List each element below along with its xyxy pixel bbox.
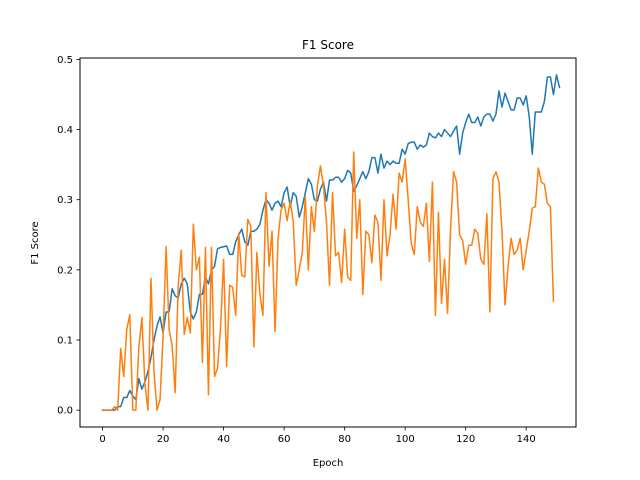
- x-tick-label: 60: [278, 434, 291, 445]
- x-tick-label: 0: [99, 434, 105, 445]
- y-axis-ticks: 0.0 0.1 0.2 0.3 0.4 0.5: [57, 55, 80, 417]
- x-tick-label: 40: [217, 434, 230, 445]
- y-tick-label: 0.2: [57, 265, 73, 276]
- x-tick-label: 20: [157, 434, 170, 445]
- x-tick-label: 80: [338, 434, 351, 445]
- x-axis-ticks: 0 20 40 60 80 100 120 140: [99, 427, 536, 445]
- x-tick-label: 140: [517, 434, 536, 445]
- x-axis-label: Epoch: [313, 458, 344, 469]
- y-tick-label: 0.1: [57, 336, 73, 347]
- y-axis-label: F1 Score: [30, 221, 41, 264]
- plot-content: [101, 74, 561, 411]
- series-line-1: [101, 74, 561, 411]
- x-tick-label: 100: [396, 434, 415, 445]
- series-line-2: [101, 151, 555, 411]
- axes: [79, 57, 577, 428]
- y-tick-label: 0.0: [57, 406, 73, 417]
- y-tick-label: 0.5: [57, 55, 73, 66]
- plot-frame: [79, 57, 577, 428]
- x-tick-label: 120: [456, 434, 475, 445]
- y-tick-label: 0.4: [57, 125, 73, 136]
- y-tick-label: 0.3: [57, 195, 73, 206]
- chart-title: F1 Score: [302, 38, 354, 52]
